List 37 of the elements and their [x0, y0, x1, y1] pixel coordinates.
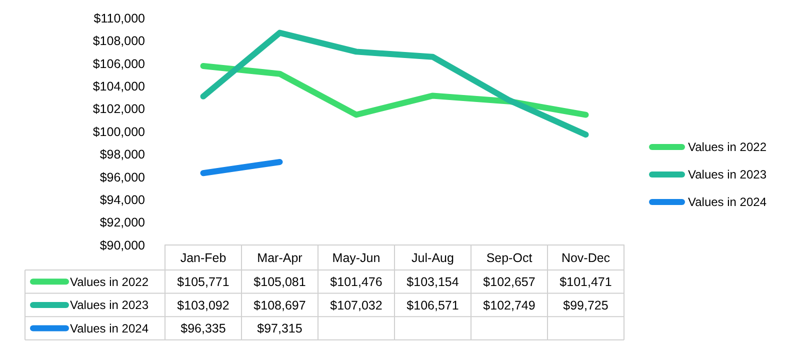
- data-label: $105,081: [254, 275, 306, 290]
- text: Values in 2022: [70, 274, 149, 289]
- text: Values in 2024: [688, 195, 767, 210]
- y-tick-label: $96,000: [100, 170, 146, 184]
- data-label: $101,471: [560, 275, 612, 290]
- data-label: $105,771: [177, 275, 230, 290]
- legend-label: Values in 2024: [70, 321, 149, 336]
- x-tick-label: Sep-Oct: [486, 250, 533, 265]
- data-label: $103,092: [177, 298, 230, 312]
- data-label: $96,335: [180, 322, 226, 336]
- y-tick-label: $102,000: [92, 102, 146, 116]
- y-tick-label: $110,000: [94, 11, 146, 26]
- data-label: $99,725: [563, 298, 608, 312]
- y-tick-label: $104,000: [92, 79, 146, 94]
- y-tick-label: $92,000: [100, 216, 146, 230]
- y-tick-label: $98,000: [100, 148, 146, 162]
- data-label: $108,697: [254, 298, 306, 312]
- text: Values in 2023: [70, 298, 149, 312]
- x-tick-label: Jul-Aug: [412, 250, 454, 265]
- y-tick-label: $108,000: [92, 34, 146, 48]
- x-tick-label: Mar-Apr: [257, 250, 302, 265]
- legend-label: Values in 2022: [688, 140, 767, 154]
- data-label: $107,032: [330, 298, 382, 312]
- legend-label: Values in 2023: [688, 168, 767, 182]
- x-tick-label: May-Jun: [332, 250, 380, 265]
- data-label: $102,657: [483, 275, 536, 290]
- data-label: $106,571: [406, 298, 459, 312]
- data-label: $97,315: [257, 322, 302, 336]
- data-label: $101,476: [330, 275, 382, 290]
- y-tick-label: $106,000: [92, 56, 146, 71]
- y-tick-label: $94,000: [100, 192, 146, 207]
- data-label: $102,749: [483, 298, 536, 312]
- x-tick-label: Nov-Dec: [561, 250, 610, 265]
- data-label: $103,154: [406, 275, 459, 290]
- y-tick-label: $100,000: [92, 124, 146, 139]
- y-tick-label: $90,000: [100, 238, 146, 252]
- x-tick-label: Jan-Feb: [180, 250, 226, 265]
